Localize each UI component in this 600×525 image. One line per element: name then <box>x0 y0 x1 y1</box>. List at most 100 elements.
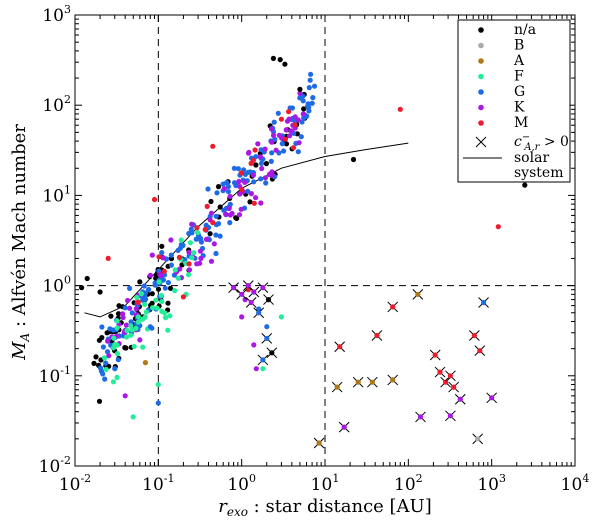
y-tick-label: 10-1 <box>39 364 71 387</box>
data-point <box>225 189 232 195</box>
data-point <box>298 134 304 140</box>
data-point <box>167 313 173 319</box>
data-point <box>217 204 223 210</box>
data-point <box>256 306 262 312</box>
data-point-cross <box>486 392 498 404</box>
data-point <box>271 119 277 125</box>
data-point <box>238 170 244 176</box>
data-point <box>149 291 155 297</box>
data-point <box>273 147 279 153</box>
data-point <box>227 193 233 200</box>
data-point <box>168 262 174 268</box>
data-point <box>251 289 257 295</box>
data-point <box>275 110 281 116</box>
data-point <box>300 111 306 117</box>
legend-label: M <box>514 115 528 131</box>
data-point <box>253 162 259 168</box>
data-point <box>125 297 131 304</box>
data-point <box>189 255 195 261</box>
data-point <box>127 305 133 311</box>
data-point <box>245 283 251 289</box>
y-tick-label: 102 <box>42 93 71 116</box>
data-point-cross <box>474 345 486 357</box>
data-point <box>369 379 375 385</box>
data-point <box>137 279 143 285</box>
reference-lines <box>75 15 575 466</box>
data-point <box>341 424 347 430</box>
legend-marker-dot <box>478 104 484 111</box>
data-point <box>307 77 313 83</box>
data-point <box>186 230 192 237</box>
data-point <box>84 275 90 282</box>
data-point <box>165 280 171 286</box>
data-point <box>106 353 112 359</box>
x-tick-label: 10-2 <box>59 472 91 495</box>
data-point <box>197 248 203 254</box>
data-point <box>165 327 171 333</box>
data-point <box>283 127 289 133</box>
legend-marker-dot <box>478 27 484 33</box>
data-point <box>310 95 316 101</box>
data-point <box>205 186 211 192</box>
data-point <box>295 149 301 155</box>
data-point <box>142 360 148 366</box>
data-point <box>283 141 290 147</box>
data-point <box>292 122 298 128</box>
data-point <box>297 86 303 92</box>
y-tick-label: 103 <box>42 3 71 26</box>
data-point <box>300 98 306 104</box>
data-point <box>154 305 160 311</box>
data-point <box>248 299 254 306</box>
data-point-cross <box>429 349 441 361</box>
legend-cross-symbol: c <box>514 134 522 150</box>
tick-exponent: 3 <box>64 3 71 16</box>
data-point <box>306 85 312 91</box>
legend-marker-dot <box>478 42 484 49</box>
data-point-cross <box>331 381 343 393</box>
data-point <box>112 341 118 348</box>
data-point <box>168 252 174 258</box>
data-point <box>175 247 181 253</box>
data-point <box>103 366 109 372</box>
data-point <box>208 258 215 264</box>
data-point-cross <box>387 301 399 313</box>
data-point-cross <box>261 333 273 344</box>
tick-base: 10 <box>311 475 333 495</box>
data-point <box>152 280 158 286</box>
tick-exponent: 4 <box>582 472 589 485</box>
data-point <box>161 268 167 274</box>
data-point <box>447 413 453 419</box>
y-axis-label-text: : Alfvén Mach number <box>9 124 30 333</box>
data-point <box>203 236 210 242</box>
data-point <box>292 114 298 120</box>
data-point-cross <box>387 374 399 386</box>
data-point <box>149 252 155 258</box>
data-point <box>172 288 178 294</box>
data-point <box>100 344 106 350</box>
data-point <box>147 272 153 278</box>
data-point <box>489 395 495 401</box>
data-point <box>147 324 153 330</box>
legend-marker-dot <box>478 58 484 64</box>
data-point <box>141 283 147 289</box>
data-point <box>114 351 121 357</box>
data-point <box>258 160 265 166</box>
data-point-cross <box>313 437 325 449</box>
data-point <box>258 200 264 206</box>
data-point <box>223 211 229 217</box>
data-point <box>186 267 193 273</box>
data-point <box>447 373 453 379</box>
data-point <box>180 242 186 248</box>
tick-base: 10 <box>561 475 583 495</box>
data-point <box>124 334 130 340</box>
data-point <box>133 306 139 312</box>
data-point <box>415 291 421 297</box>
data-point <box>176 254 183 260</box>
data-point <box>257 154 263 160</box>
data-point <box>247 199 253 205</box>
data-point <box>180 294 186 300</box>
legend-box <box>457 19 571 183</box>
data-point <box>225 183 231 190</box>
